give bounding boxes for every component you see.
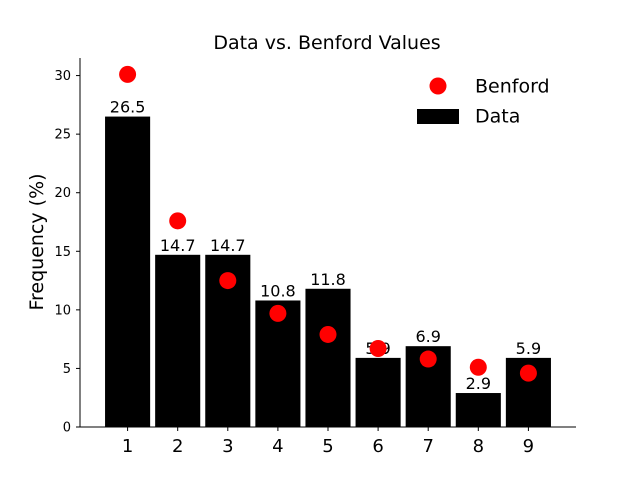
y-tick-label: 25 <box>54 128 71 143</box>
legend: Benford Data <box>417 76 550 128</box>
benford-points-group <box>119 65 537 382</box>
benford-point-7 <box>419 350 437 368</box>
benford-point-3 <box>219 272 237 290</box>
bar-8 <box>455 393 501 427</box>
bar-5 <box>305 288 351 427</box>
benford-point-8 <box>469 358 487 376</box>
x-tick-label: 5 <box>322 436 333 457</box>
x-tick-label: 7 <box>422 436 433 457</box>
bar-label-7: 6.9 <box>415 327 440 346</box>
legend-swatch-data <box>417 109 459 124</box>
bar-labels-group: 26.514.714.710.811.85.96.92.95.9 <box>110 98 541 393</box>
y-axis-label: Frequency (%) <box>26 173 48 310</box>
y-tick-label: 0 <box>63 421 71 436</box>
bar-6 <box>355 357 401 427</box>
benford-point-1 <box>119 65 137 83</box>
x-tick-label: 4 <box>272 436 283 457</box>
y-tick-label: 20 <box>54 186 71 201</box>
legend-label-data: Data <box>475 106 520 128</box>
bar-2 <box>155 254 201 427</box>
bar-label-1: 26.5 <box>110 98 146 117</box>
bar-label-8: 2.9 <box>466 374 491 393</box>
x-tick-label: 1 <box>122 436 133 457</box>
benford-point-9 <box>519 364 537 382</box>
y-tick-label: 10 <box>54 303 71 318</box>
bar-label-3: 14.7 <box>210 236 246 255</box>
legend-marker-benford <box>429 77 447 95</box>
x-tick-label: 6 <box>372 436 383 457</box>
bar-label-9: 5.9 <box>516 339 541 358</box>
x-tick-label: 9 <box>523 436 534 457</box>
benford-point-2 <box>169 212 187 230</box>
benford-point-4 <box>269 304 287 322</box>
bar-label-2: 14.7 <box>160 236 196 255</box>
legend-label-benford: Benford <box>475 76 550 98</box>
benford-point-5 <box>319 325 337 343</box>
axes-group: 0 5 10 15 20 25 30 1 2 3 4 5 6 7 8 9 <box>54 58 576 457</box>
chart-title: Data vs. Benford Values <box>213 32 440 54</box>
bar-label-4: 10.8 <box>260 281 296 300</box>
y-tick-label: 30 <box>54 69 71 84</box>
x-tick-label: 2 <box>172 436 183 457</box>
bar-label-5: 11.8 <box>310 270 346 289</box>
x-tick-label: 8 <box>473 436 484 457</box>
y-tick-label: 5 <box>63 362 71 377</box>
benford-point-6 <box>369 340 387 358</box>
bar-1 <box>105 116 151 428</box>
y-tick-label: 15 <box>54 245 71 260</box>
x-tick-label: 3 <box>222 436 233 457</box>
